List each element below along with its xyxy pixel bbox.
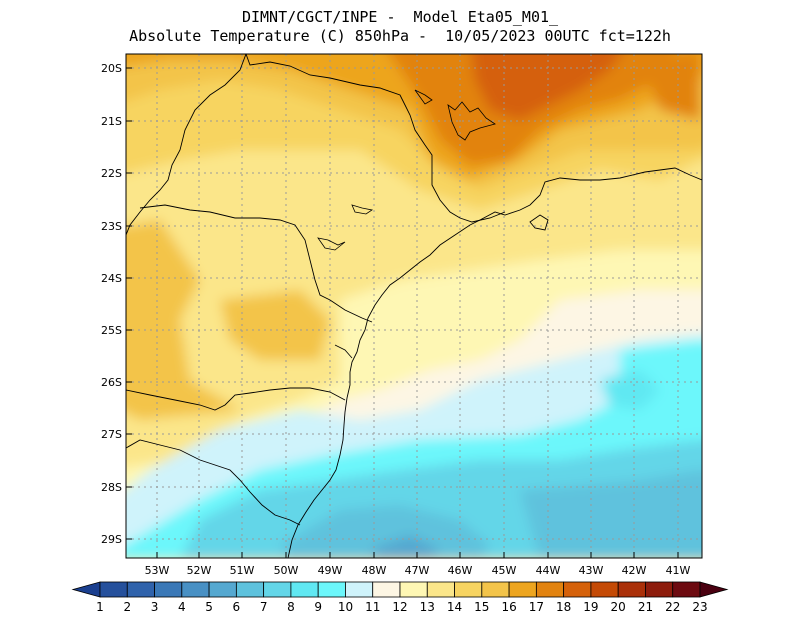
- temperature-field: [126, 54, 702, 558]
- colorbar-label: 7: [260, 600, 268, 614]
- colorbar-swatch: [290, 581, 319, 598]
- colorbar-arrow-left: [71, 581, 101, 598]
- colorbar-label: 12: [392, 600, 407, 614]
- lat-label: 21S: [101, 115, 122, 128]
- lat-label: 28S: [101, 481, 122, 494]
- colorbar-label: 14: [447, 600, 462, 614]
- latitude-labels: 20S 21S 22S 23S 24S 25S 26S 27S 28S 29S: [101, 62, 132, 546]
- colorbar-swatch: [426, 581, 455, 598]
- colorbar-swatch: [235, 581, 265, 598]
- colorbar-label: 5: [205, 600, 213, 614]
- lat-label: 22S: [101, 167, 122, 180]
- colorbar: 1 2 3 4 5 6 7 8 9 10 11 12 13 14 15 16 17 18 19 20 21 22 23: [71, 581, 729, 614]
- colorbar-swatch: [481, 581, 510, 598]
- colorbar-label: 9: [314, 600, 322, 614]
- lon-label: 53W: [145, 564, 170, 577]
- lon-label: 43W: [579, 564, 604, 577]
- lon-label: 47W: [405, 564, 430, 577]
- colorbar-swatch: [399, 581, 428, 598]
- map-frame: [125, 53, 703, 559]
- colorbar-label: 22: [665, 600, 680, 614]
- colorbar-label: 10: [338, 600, 353, 614]
- lat-label: 24S: [101, 272, 122, 285]
- lat-label: 27S: [101, 428, 122, 441]
- colorbar-swatch: [535, 581, 565, 598]
- colorbar-label: 19: [583, 600, 598, 614]
- coastline: [287, 167, 702, 558]
- colorbar-swatch: [590, 581, 619, 598]
- colorbar-label: 20: [611, 600, 626, 614]
- map-title: DIMNT/CGCT/INPE - Model Eta05_M01_: [241, 8, 559, 26]
- lon-label: 42W: [622, 564, 647, 577]
- colorbar-swatch: [645, 581, 674, 598]
- colorbar-label: 3: [151, 600, 159, 614]
- colorbar-label: 13: [420, 600, 435, 614]
- colorbar-label: 21: [638, 600, 653, 614]
- colorbar-label: 16: [501, 600, 516, 614]
- colorbar-swatch: [617, 581, 646, 598]
- colorbar-swatch: [126, 581, 155, 598]
- lon-label: 51W: [230, 564, 255, 577]
- state-borders: [126, 54, 702, 558]
- colorbar-label: 6: [233, 600, 241, 614]
- colorbar-label: 1: [96, 600, 104, 614]
- lon-label: 50W: [274, 564, 299, 577]
- colorbar-swatch: [181, 581, 210, 598]
- lat-label: 29S: [101, 533, 122, 546]
- colorbar-swatch: [563, 581, 592, 598]
- lon-label: 52W: [187, 564, 212, 577]
- colorbar-swatch: [263, 581, 292, 598]
- colorbar-swatch: [672, 581, 701, 598]
- colorbar-label: 23: [692, 600, 707, 614]
- lon-label: 45W: [492, 564, 517, 577]
- colorbar-label: 8: [287, 600, 295, 614]
- lat-label: 25S: [101, 324, 122, 337]
- lat-label: 20S: [101, 62, 122, 75]
- map-subtitle: Absolute Temperature (C) 850hPa - 10/05/…: [129, 27, 671, 45]
- colorbar-label: 17: [529, 600, 544, 614]
- lon-label: 44W: [536, 564, 561, 577]
- colorbar-swatch: [99, 581, 128, 598]
- colorbar-swatch: [508, 581, 537, 598]
- colorbar-label: 18: [556, 600, 571, 614]
- colorbar-swatch: [208, 581, 237, 598]
- lon-label: 49W: [318, 564, 343, 577]
- lat-label: 23S: [101, 220, 122, 233]
- colorbar-label: 11: [365, 600, 380, 614]
- colorbar-label: 2: [123, 600, 131, 614]
- colorbar-swatch: [154, 581, 183, 598]
- colorbar-label: 15: [474, 600, 489, 614]
- colorbar-swatch: [345, 581, 374, 598]
- colorbar-label: 4: [178, 600, 186, 614]
- colorbar-swatch: [317, 581, 346, 598]
- colorbar-swatch: [372, 581, 401, 598]
- lat-label: 26S: [101, 376, 122, 389]
- lon-label: 41W: [666, 564, 691, 577]
- graticule: [126, 54, 702, 558]
- lon-label: 46W: [448, 564, 473, 577]
- colorbar-swatch: [454, 581, 483, 598]
- longitude-labels: 53W 52W 51W 50W 49W 48W 47W 46W 45W 44W 43W 42W 41W: [145, 552, 691, 577]
- lon-label: 48W: [362, 564, 387, 577]
- colorbar-arrow-right: [699, 581, 729, 598]
